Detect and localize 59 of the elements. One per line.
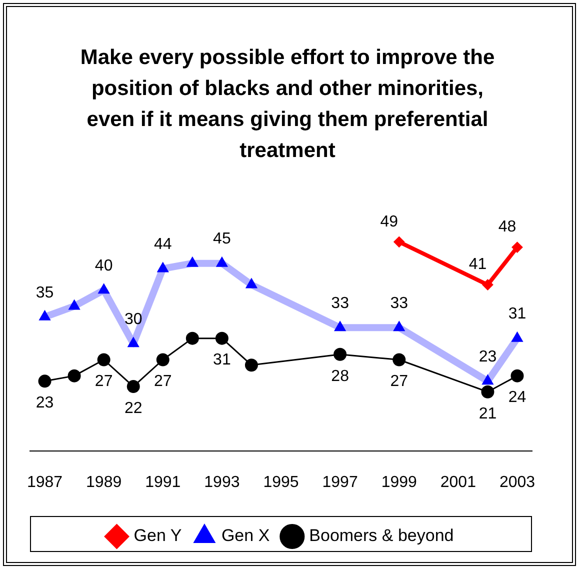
data-label: 27 <box>94 373 113 390</box>
point <box>512 332 523 342</box>
point <box>68 369 81 382</box>
point <box>157 262 169 272</box>
chart-title: Make every possible effort to improve the position of blacks and other minorities, even if it means giving them preferential treatment <box>80 45 495 164</box>
point <box>186 256 198 267</box>
point <box>334 321 346 332</box>
point <box>97 353 110 366</box>
data-label: 48 <box>498 218 516 236</box>
data-label: 41 <box>468 256 487 274</box>
x-tick-label: 1987 <box>26 474 63 491</box>
x-tick-label: 1999 <box>381 474 418 491</box>
data-label: 45 <box>213 230 231 248</box>
data-label: 31 <box>508 306 526 323</box>
data-label: 33 <box>390 295 408 312</box>
point <box>216 256 228 267</box>
point <box>334 348 347 361</box>
data-label: 27 <box>390 373 408 390</box>
point <box>98 284 110 294</box>
x-tick-label: 2001 <box>440 474 476 491</box>
data-label: 44 <box>154 236 172 254</box>
data-label: 40 <box>94 258 113 275</box>
data-label: 21 <box>478 405 497 422</box>
point <box>39 310 50 320</box>
point <box>482 374 494 385</box>
point <box>215 332 228 345</box>
point <box>38 374 52 388</box>
data-label: 27 <box>154 373 172 390</box>
point <box>510 369 524 382</box>
legend-label: Boomers & beyond <box>309 526 454 546</box>
point <box>128 337 140 348</box>
point <box>246 278 258 288</box>
x-tick-label: 2003 <box>499 474 536 491</box>
point <box>482 279 494 290</box>
data-label: 28 <box>331 368 350 385</box>
data-label: 22 <box>124 400 142 417</box>
point <box>481 385 494 398</box>
data-label: 33 <box>331 295 350 312</box>
data-label: 35 <box>36 284 54 302</box>
point <box>156 353 170 366</box>
data-label: 31 <box>213 352 231 369</box>
point <box>186 332 199 345</box>
legend-label: Gen X <box>221 526 270 546</box>
point <box>68 300 80 310</box>
point <box>126 380 140 394</box>
data-label: 24 <box>508 389 526 406</box>
x-tick-label: 1991 <box>145 474 181 491</box>
x-tick-label: 1997 <box>322 474 358 491</box>
point <box>244 358 258 372</box>
data-label: 30 <box>124 311 142 328</box>
point <box>392 353 406 366</box>
legend-label: Gen Y <box>134 526 182 546</box>
point <box>393 321 405 332</box>
data-label: 23 <box>478 348 497 366</box>
x-tick-label: 1989 <box>86 474 122 491</box>
x-tick-label: 1995 <box>263 474 299 491</box>
data-label: 49 <box>380 213 398 230</box>
data-label: 23 <box>36 394 54 412</box>
x-tick-label: 1993 <box>204 474 240 491</box>
